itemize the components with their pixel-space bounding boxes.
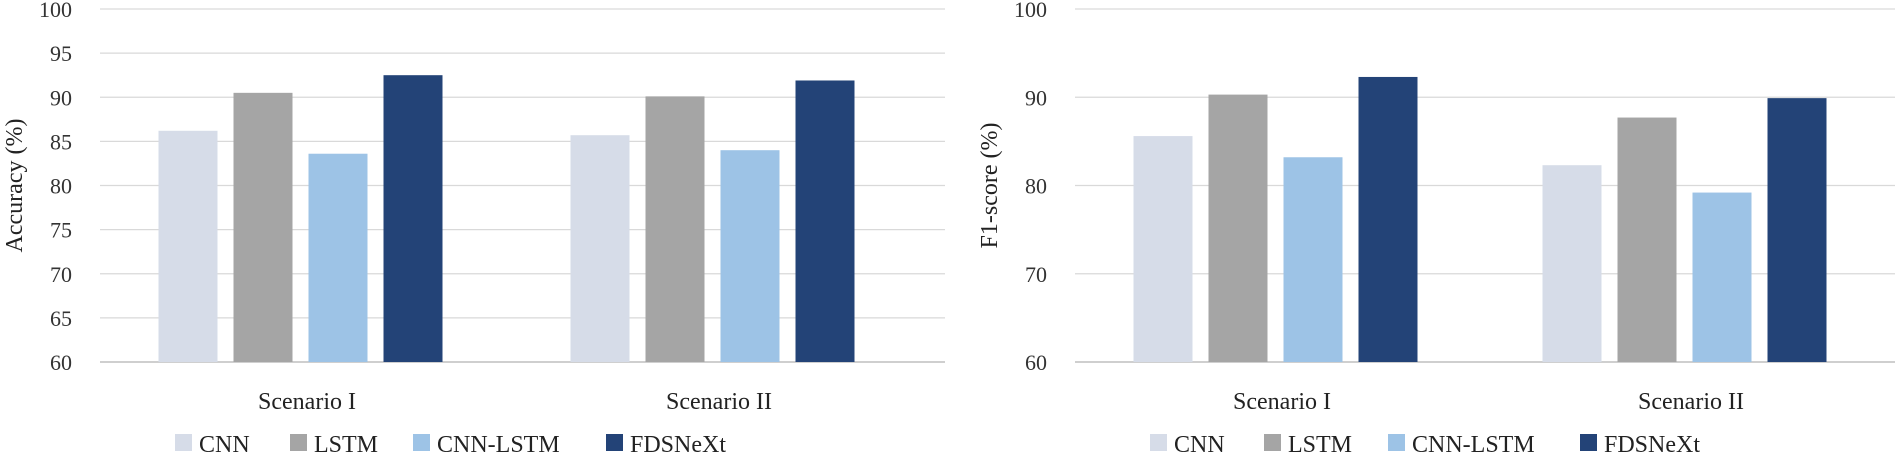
legend-label: FDSNeXt [1604, 432, 1700, 458]
legend-swatch [1388, 434, 1405, 451]
y-tick-label: 80 [1025, 174, 1047, 199]
legend-label: CNN [199, 432, 250, 458]
bar-lstm [1208, 94, 1268, 362]
y-tick-label: 100 [39, 0, 72, 22]
bar-cnn [158, 130, 218, 362]
legend-label: CNN-LSTM [437, 432, 560, 458]
legend-label: FDSNeXt [630, 432, 726, 458]
bar-cnn-lstm [1283, 157, 1343, 362]
legend-swatch [1150, 434, 1167, 451]
bar-cnn-lstm [1692, 192, 1752, 362]
bar-fdsnext [383, 75, 443, 362]
legend-swatch [290, 434, 307, 451]
bar-fdsnext [795, 80, 855, 363]
legend-swatch [413, 434, 430, 451]
legend-label: CNN [1174, 432, 1225, 458]
legend-swatch [175, 434, 192, 451]
bar-cnn [570, 135, 630, 362]
x-category-label: Scenario I [1233, 389, 1331, 415]
bar-fdsnext [1358, 76, 1418, 362]
legend-label: LSTM [314, 432, 378, 458]
y-tick-label: 85 [50, 129, 72, 154]
legend-label: CNN-LSTM [1412, 432, 1535, 458]
y-tick-label: 95 [50, 41, 72, 66]
bar-lstm [645, 96, 705, 363]
bar-cnn [1133, 136, 1193, 362]
y-axis-label: F1-score (%) [977, 123, 1003, 249]
y-tick-label: 100 [1014, 0, 1047, 22]
y-tick-label: 90 [50, 85, 72, 110]
bar-fdsnext [1767, 98, 1827, 362]
y-tick-label: 65 [50, 306, 72, 331]
legend-swatch [606, 434, 623, 451]
legend-label: LSTM [1288, 432, 1352, 458]
legend-swatch [1580, 434, 1597, 451]
y-tick-label: 90 [1025, 85, 1047, 110]
y-tick-label: 70 [1025, 262, 1047, 287]
x-category-label: Scenario II [666, 389, 772, 415]
y-tick-label: 70 [50, 262, 72, 287]
bar-lstm [1617, 117, 1677, 362]
legend-swatch [1264, 434, 1281, 451]
bar-cnn-lstm [308, 153, 368, 362]
y-tick-label: 60 [1025, 350, 1047, 375]
y-tick-label: 80 [50, 174, 72, 199]
bar-cnn [1542, 165, 1602, 362]
x-category-label: Scenario I [258, 389, 356, 415]
x-category-label: Scenario II [1638, 389, 1744, 415]
bar-cnn-lstm [720, 150, 780, 362]
y-tick-label: 60 [50, 350, 72, 375]
bar-lstm [233, 92, 293, 363]
y-tick-label: 75 [50, 218, 72, 243]
y-axis-label: Accuracy (%) [2, 119, 28, 253]
